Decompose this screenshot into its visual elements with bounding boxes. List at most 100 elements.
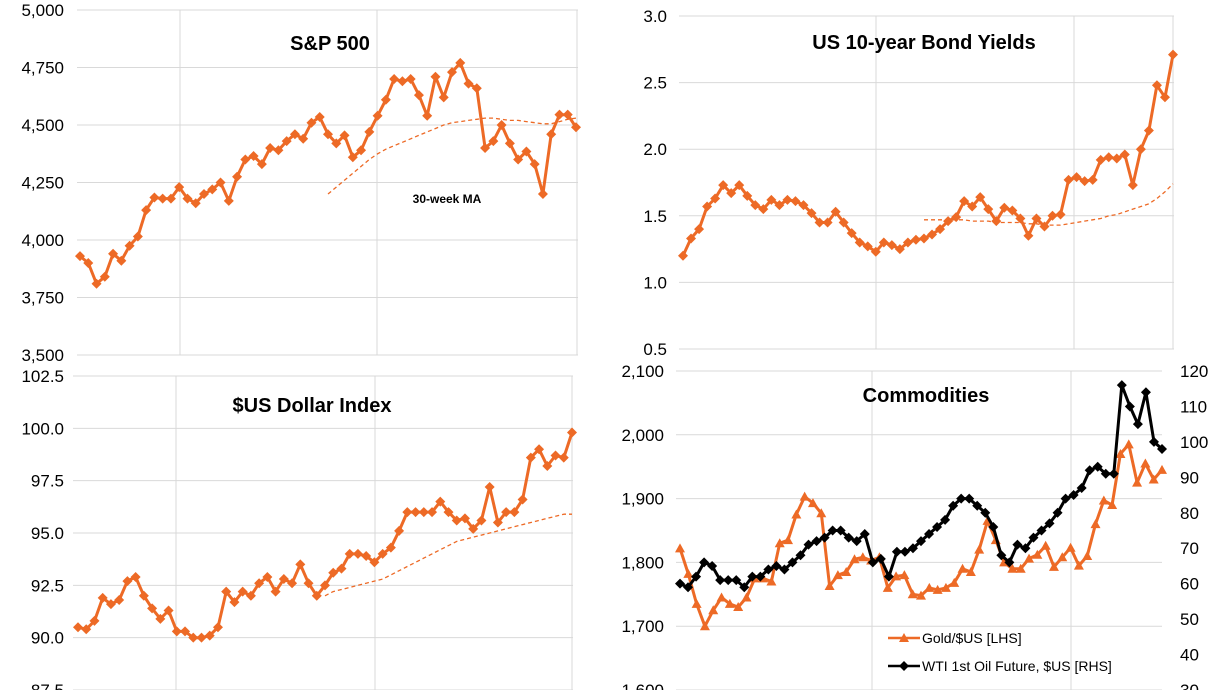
data-point	[521, 146, 532, 157]
data-point	[248, 151, 259, 162]
data-point	[819, 532, 830, 543]
data-point	[447, 67, 457, 78]
data-point	[841, 566, 852, 576]
data-point	[883, 571, 894, 582]
data-point	[155, 613, 166, 624]
commodities-legend: Gold/$US [LHS] WTI 1st Oil Future, $US […	[888, 630, 1112, 674]
data-point	[959, 196, 970, 207]
data-point	[108, 248, 119, 259]
data-point	[733, 602, 744, 612]
data-point	[314, 111, 325, 122]
data-point	[311, 590, 322, 601]
y-tick-label: 2.5	[643, 74, 667, 93]
data-point	[957, 563, 968, 573]
data-point	[212, 622, 223, 633]
data-point	[708, 605, 719, 615]
data-point	[405, 74, 416, 84]
data-point	[916, 536, 926, 547]
data-point	[783, 535, 794, 545]
data-point	[924, 529, 935, 540]
y-tick-label: 4,750	[21, 59, 64, 78]
y2-tick-label: 70	[1180, 539, 1199, 558]
data-point	[806, 208, 817, 219]
y-tick-label: 1,600	[621, 681, 664, 690]
data-point	[163, 605, 174, 616]
data-point	[182, 193, 193, 204]
data-point	[707, 560, 718, 571]
data-point	[1048, 561, 1059, 571]
data-point	[755, 571, 766, 582]
data-point	[924, 582, 935, 592]
legend-wti-label: WTI 1st Oil Future, $US [RHS]	[922, 658, 1112, 674]
data-point	[816, 508, 827, 518]
data-point	[562, 109, 573, 120]
data-point	[718, 180, 729, 191]
data-point	[81, 624, 92, 635]
data-point	[558, 452, 569, 463]
data-point	[229, 597, 240, 608]
data-point	[1132, 477, 1143, 487]
y-tick-label: 3,500	[21, 346, 64, 365]
y-tick-label: 5,000	[21, 1, 64, 20]
data-point	[1065, 542, 1076, 552]
data-point	[422, 110, 433, 121]
data-point	[451, 515, 462, 526]
data-point	[1052, 507, 1063, 518]
data-point	[463, 78, 474, 89]
data-point	[691, 598, 702, 608]
data-point	[910, 234, 921, 245]
data-point	[223, 195, 234, 206]
data-point	[1040, 540, 1051, 550]
data-point	[124, 240, 135, 251]
data-point	[147, 603, 158, 614]
data-point	[854, 237, 865, 248]
data-point	[1057, 552, 1068, 562]
bond-yields-title: US 10-year Bond Yields	[812, 32, 1035, 54]
data-point	[1004, 557, 1015, 568]
data-point	[838, 217, 849, 228]
data-point	[1119, 149, 1130, 160]
data-point	[1095, 154, 1106, 165]
data-point	[1143, 125, 1154, 136]
data-point	[278, 574, 289, 585]
data-point	[822, 217, 833, 228]
data-point	[726, 188, 737, 199]
y-tick-label: 95.0	[31, 524, 64, 543]
data-point	[430, 71, 441, 82]
data-point	[774, 200, 785, 211]
data-point	[356, 145, 367, 156]
data-point	[1071, 172, 1082, 183]
data-point	[803, 539, 814, 550]
data-point	[204, 630, 215, 641]
data-point	[1073, 560, 1084, 570]
data-point	[907, 543, 918, 554]
data-point	[918, 233, 929, 244]
data-point	[935, 224, 946, 235]
data-point	[1060, 493, 1071, 504]
y-tick-label: 4,500	[21, 116, 64, 135]
data-point	[964, 493, 975, 504]
data-point	[377, 548, 388, 559]
y-tick-label: 4,250	[21, 174, 64, 193]
y-tick-label: 87.5	[31, 681, 64, 690]
data-point	[766, 194, 777, 205]
data-point	[509, 507, 520, 518]
data-point	[1031, 213, 1042, 224]
data-point	[899, 546, 910, 557]
data-point	[323, 129, 333, 140]
data-point	[513, 154, 524, 165]
data-point	[1079, 176, 1090, 187]
data-point	[742, 190, 753, 201]
y2-tick-label: 120	[1180, 362, 1208, 381]
data-point	[468, 523, 479, 534]
data-point	[846, 228, 857, 239]
data-point	[83, 258, 94, 268]
data-point	[716, 592, 727, 602]
data-point	[265, 143, 276, 153]
data-point	[488, 136, 499, 147]
data-point	[940, 582, 951, 592]
y2-tick-label: 40	[1180, 646, 1199, 665]
data-point	[397, 76, 408, 87]
data-point	[149, 192, 160, 203]
